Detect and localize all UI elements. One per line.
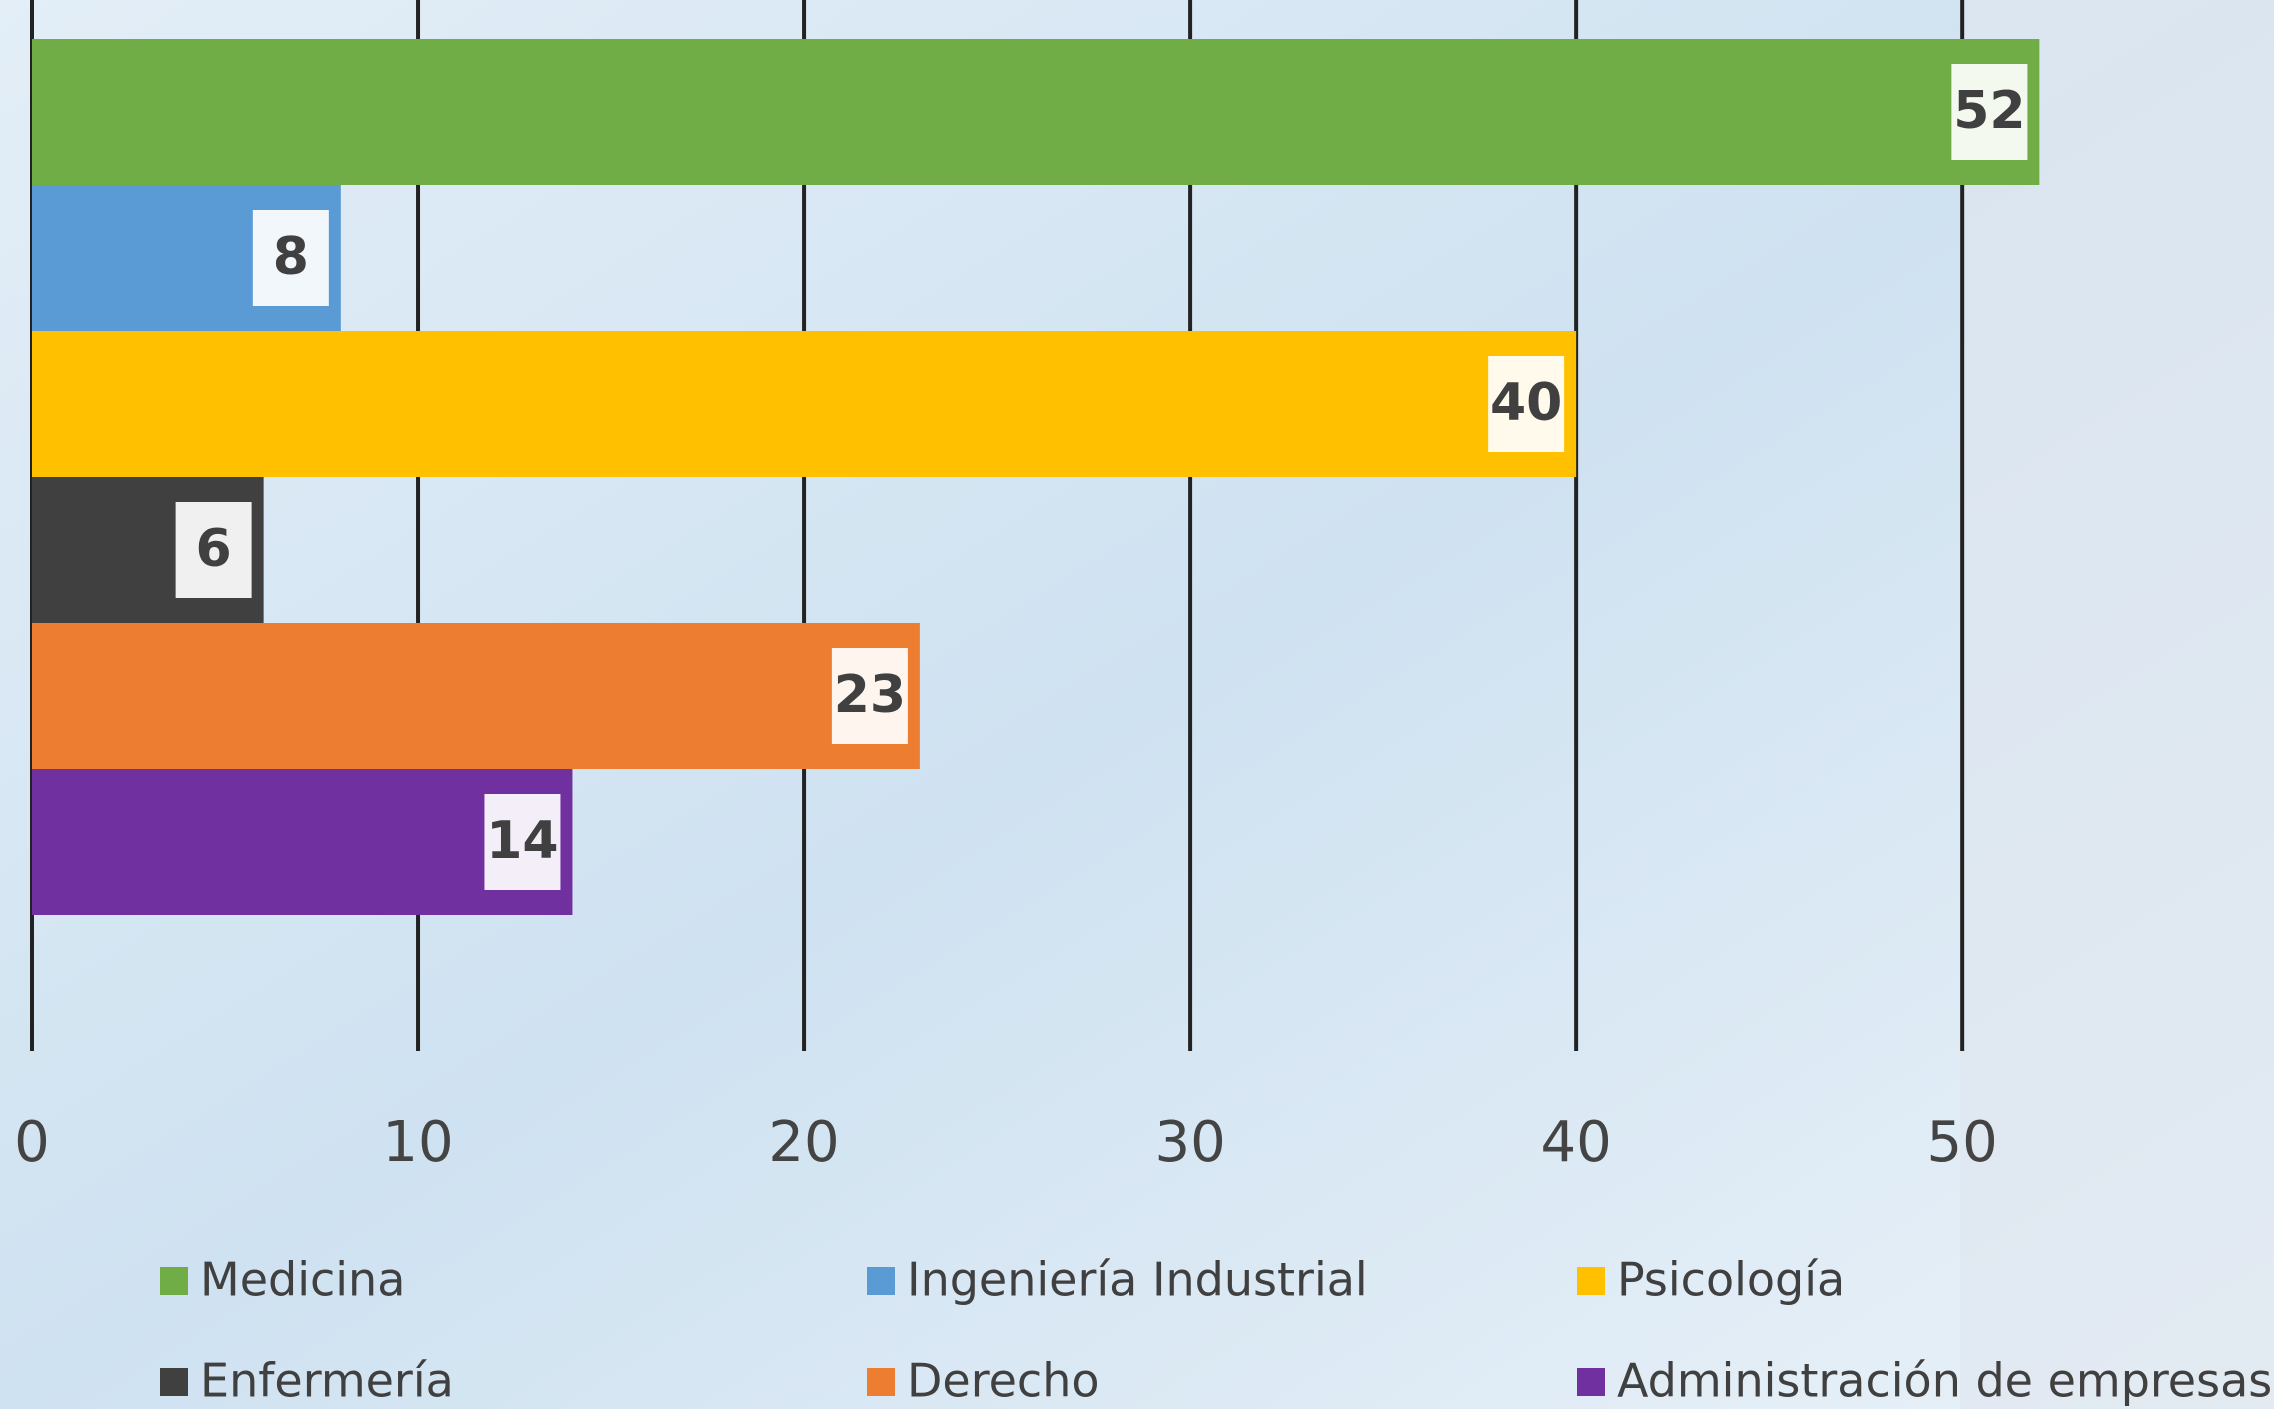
x-tick-label: 40 [1541, 1110, 1612, 1175]
data-label: 52 [1953, 81, 2025, 141]
legend-swatch [160, 1267, 188, 1295]
legend-swatch [1577, 1368, 1605, 1396]
x-tick-label: 0 [14, 1110, 50, 1175]
data-label: 14 [486, 811, 558, 871]
legend-label: Derecho [907, 1354, 1100, 1408]
data-label: 8 [273, 227, 309, 287]
bar [32, 39, 2039, 185]
bar [32, 331, 1576, 477]
data-label: 6 [196, 519, 232, 579]
legend-swatch [867, 1368, 895, 1396]
x-tick-label: 30 [1154, 1110, 1225, 1175]
bar [32, 623, 920, 769]
legend-swatch [1577, 1267, 1605, 1295]
x-tick-label: 10 [382, 1110, 453, 1175]
legend-label: Psicología [1617, 1253, 1845, 1307]
data-label: 23 [834, 665, 906, 725]
chart: 0 10 20 30 40 50 52 8 40 6 23 14 Medicina Ingeniería … [0, 0, 2274, 1409]
legend-swatch [160, 1368, 188, 1396]
background-panel [1960, 0, 2274, 1409]
legend-label: Enfermería [200, 1354, 454, 1408]
x-tick-label: 20 [768, 1110, 839, 1175]
data-label: 40 [1490, 373, 1562, 433]
legend-label: Administración de empresas [1617, 1354, 2272, 1408]
x-tick-label: 50 [1927, 1110, 1998, 1175]
legend-swatch [867, 1267, 895, 1295]
legend-label: Ingeniería Industrial [907, 1253, 1368, 1307]
legend-label: Medicina [200, 1253, 405, 1307]
